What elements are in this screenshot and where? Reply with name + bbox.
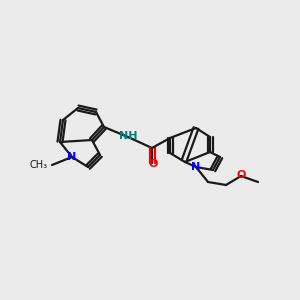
Text: CH₃: CH₃ [30, 160, 48, 170]
Text: N: N [191, 162, 201, 172]
Text: NH: NH [119, 131, 137, 141]
Text: O: O [236, 170, 246, 180]
Text: N: N [68, 152, 76, 162]
Text: O: O [148, 159, 158, 169]
